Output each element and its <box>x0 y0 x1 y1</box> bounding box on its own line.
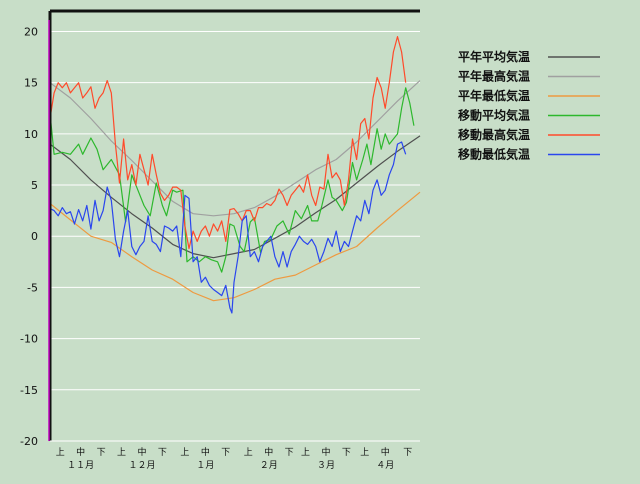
legend-label: 移動平均気温 <box>458 108 530 123</box>
x-tick-label: 中 <box>76 446 85 458</box>
y-tick-label: 20 <box>24 25 38 38</box>
x-tick-label: 中 <box>137 446 146 458</box>
x-tick-label: 中 <box>264 446 273 458</box>
month-label: １月 <box>196 460 214 471</box>
x-tick-label: 上 <box>180 447 189 458</box>
x-tick-label: 上 <box>244 447 253 458</box>
x-tick-label: 中 <box>381 446 390 458</box>
x-tick-label: 中 <box>201 446 210 458</box>
x-tick-label: 下 <box>285 448 294 458</box>
y-tick-label: 10 <box>24 128 38 141</box>
y-tick-label: -10 <box>20 333 38 346</box>
x-tick-labels: 上中下上中下上中下上中下上中下上中下１１月 １２月 １月 ２月 ３月 ４月 <box>56 446 413 471</box>
series-line <box>49 191 421 302</box>
x-tick-label: 上 <box>360 447 369 458</box>
gridlines <box>50 30 420 442</box>
month-label: ２月 <box>260 460 278 471</box>
x-tick-label: 上 <box>56 447 65 458</box>
month-label: ４月 <box>376 460 394 471</box>
x-tick-label: 上 <box>301 447 310 458</box>
legend-label: 移動最高気温 <box>458 127 530 142</box>
series-line <box>49 80 421 217</box>
legend-label: 平年平均気温 <box>458 49 530 64</box>
x-tick-label: 上 <box>117 447 126 458</box>
y-tick-label: 5 <box>31 179 38 192</box>
month-label: ３月 <box>317 460 335 471</box>
y-tick-labels: 20 15 10 5 0 -5 -10 -15 -20 <box>20 25 38 448</box>
x-tick-label: 下 <box>403 448 412 458</box>
y-tick-label: -15 <box>20 384 38 397</box>
series-line <box>49 36 407 250</box>
series-line <box>49 135 421 259</box>
x-tick-label: 下 <box>221 448 230 458</box>
series-line <box>49 141 407 314</box>
legend-label: 移動最低気温 <box>458 147 530 162</box>
series-lines <box>49 36 421 314</box>
x-tick-label: 下 <box>342 448 351 458</box>
x-tick-label: 下 <box>97 448 106 458</box>
month-label: １２月 <box>128 460 155 471</box>
axes <box>48 9 420 442</box>
legend-label: 平年最低気温 <box>458 88 530 103</box>
y-tick-label: 0 <box>31 230 38 243</box>
month-label: １１月 <box>67 460 94 471</box>
y-tick-label: -5 <box>27 281 38 294</box>
legend-label: 平年最高気温 <box>458 69 530 84</box>
y-tick-label: -20 <box>20 435 38 448</box>
x-tick-label: 下 <box>158 448 167 458</box>
x-tick-label: 中 <box>321 446 330 458</box>
y-tick-label: 15 <box>24 77 38 90</box>
